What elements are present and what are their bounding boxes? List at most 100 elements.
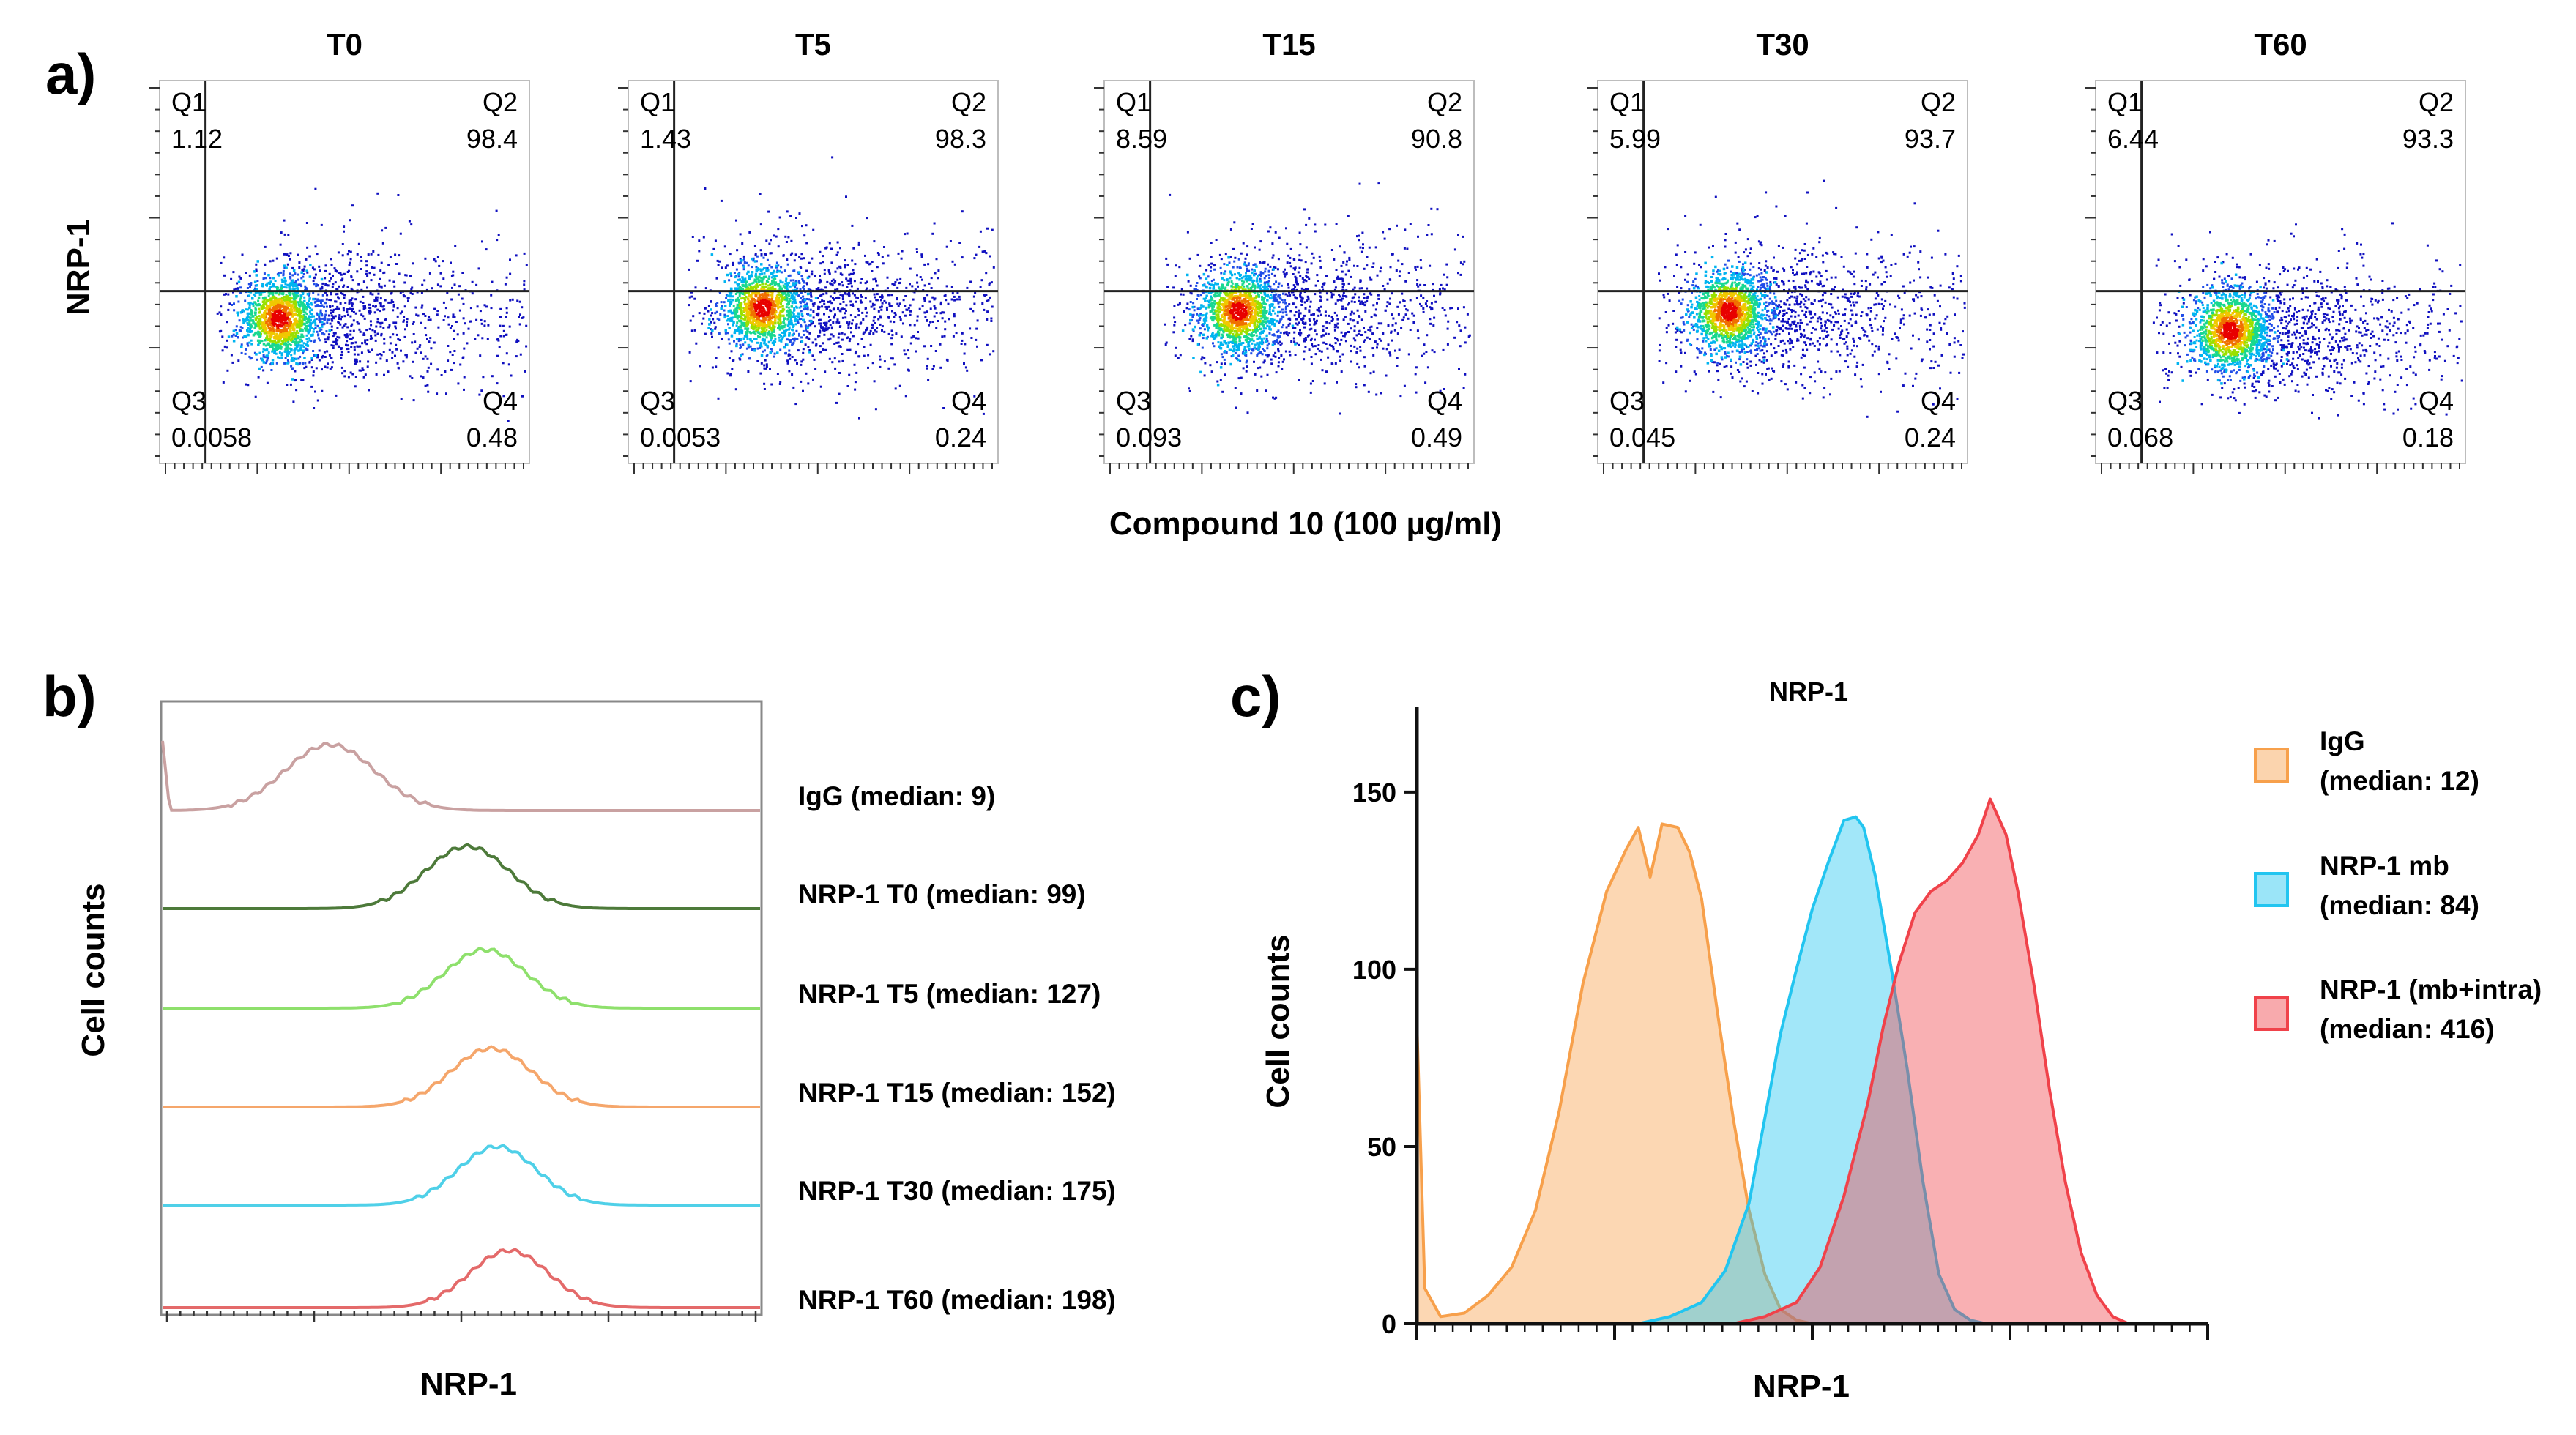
event-dot <box>256 339 260 343</box>
event-dot <box>786 313 789 317</box>
event-dot <box>1300 287 1303 290</box>
event-dot <box>783 317 786 320</box>
event-dot <box>1304 337 1307 339</box>
event-dot <box>937 269 940 272</box>
event-dot <box>738 319 742 323</box>
event-dot <box>796 287 799 290</box>
event-dot <box>1268 277 1271 280</box>
event-dot <box>278 319 280 322</box>
event-dot <box>292 293 295 296</box>
event-dot <box>300 379 303 381</box>
event-dot <box>720 301 723 304</box>
event-dot <box>754 287 758 290</box>
event-dot <box>721 305 723 308</box>
event-dot <box>346 334 349 337</box>
event-dot <box>860 278 863 280</box>
event-dot <box>360 351 363 354</box>
event-dot <box>823 269 826 272</box>
event-dot <box>350 324 353 327</box>
event-dot <box>307 330 310 333</box>
event-dot <box>824 247 827 250</box>
event-dot <box>275 352 278 355</box>
event-dot <box>332 317 335 320</box>
event-dot <box>778 383 781 385</box>
event-dot <box>761 283 764 286</box>
event-dot <box>289 283 291 286</box>
event-dot <box>523 288 526 291</box>
event-dot <box>814 297 818 299</box>
event-dot <box>356 345 359 348</box>
event-dot <box>354 376 357 378</box>
event-dot <box>348 299 351 302</box>
event-dot <box>316 325 319 328</box>
event-dot <box>1298 332 1300 335</box>
event-dot <box>788 339 791 342</box>
event-dot <box>875 330 878 333</box>
event-dot <box>801 300 804 303</box>
event-dot <box>805 308 808 310</box>
event-dot <box>223 345 226 348</box>
event-dot <box>284 332 287 335</box>
event-dot <box>803 321 806 324</box>
event-dot <box>262 316 266 318</box>
event-dot <box>424 384 427 387</box>
event-dot <box>808 338 811 340</box>
event-dot <box>860 338 863 340</box>
event-dot <box>1305 223 1308 226</box>
event-dot <box>381 321 384 324</box>
event-dot <box>737 284 740 287</box>
event-dot <box>833 315 836 318</box>
event-dot <box>876 284 879 287</box>
event-dot <box>234 287 237 290</box>
event-dot <box>1254 343 1257 346</box>
event-dot <box>364 339 367 342</box>
event-dot <box>764 275 767 278</box>
event-dot <box>934 297 937 300</box>
event-dot <box>833 291 836 294</box>
event-dot <box>817 297 819 299</box>
event-dot <box>690 329 693 332</box>
event-dot <box>868 332 871 335</box>
event-dot <box>293 334 296 337</box>
event-dot <box>726 332 729 335</box>
event-dot <box>786 324 789 327</box>
event-dot <box>872 288 875 291</box>
event-dot <box>767 294 770 297</box>
event-dot <box>773 327 775 329</box>
event-dot <box>754 309 758 313</box>
event-dot <box>805 282 808 285</box>
event-dot <box>379 305 382 308</box>
event-dot <box>767 291 770 294</box>
event-dot <box>490 307 493 310</box>
event-dot <box>701 322 703 325</box>
event-dot <box>791 356 794 358</box>
quadrant-percent: 0.0053 <box>640 422 721 452</box>
event-dot <box>747 319 750 323</box>
event-dot <box>316 299 319 302</box>
event-dot <box>1260 283 1263 286</box>
event-dot <box>801 299 804 302</box>
event-dot <box>346 313 349 316</box>
event-dot <box>296 341 299 344</box>
event-dot <box>319 309 322 312</box>
event-dot <box>451 354 454 356</box>
event-dot <box>848 321 851 324</box>
event-dot <box>477 334 480 337</box>
event-dot <box>256 321 259 324</box>
event-dot <box>860 301 862 304</box>
event-dot <box>405 356 408 359</box>
event-dot <box>850 331 852 334</box>
event-dot <box>296 330 299 333</box>
event-dot <box>275 257 278 260</box>
event-dot <box>834 288 837 291</box>
event-dot <box>806 292 810 296</box>
event-dot <box>286 314 289 317</box>
event-dot <box>318 265 321 268</box>
event-dot <box>789 318 792 321</box>
event-dot <box>289 277 292 280</box>
event-dot <box>255 331 258 335</box>
event-dot <box>338 308 340 310</box>
event-dot <box>710 308 712 311</box>
event-dot <box>422 357 425 360</box>
event-dot <box>850 285 853 288</box>
